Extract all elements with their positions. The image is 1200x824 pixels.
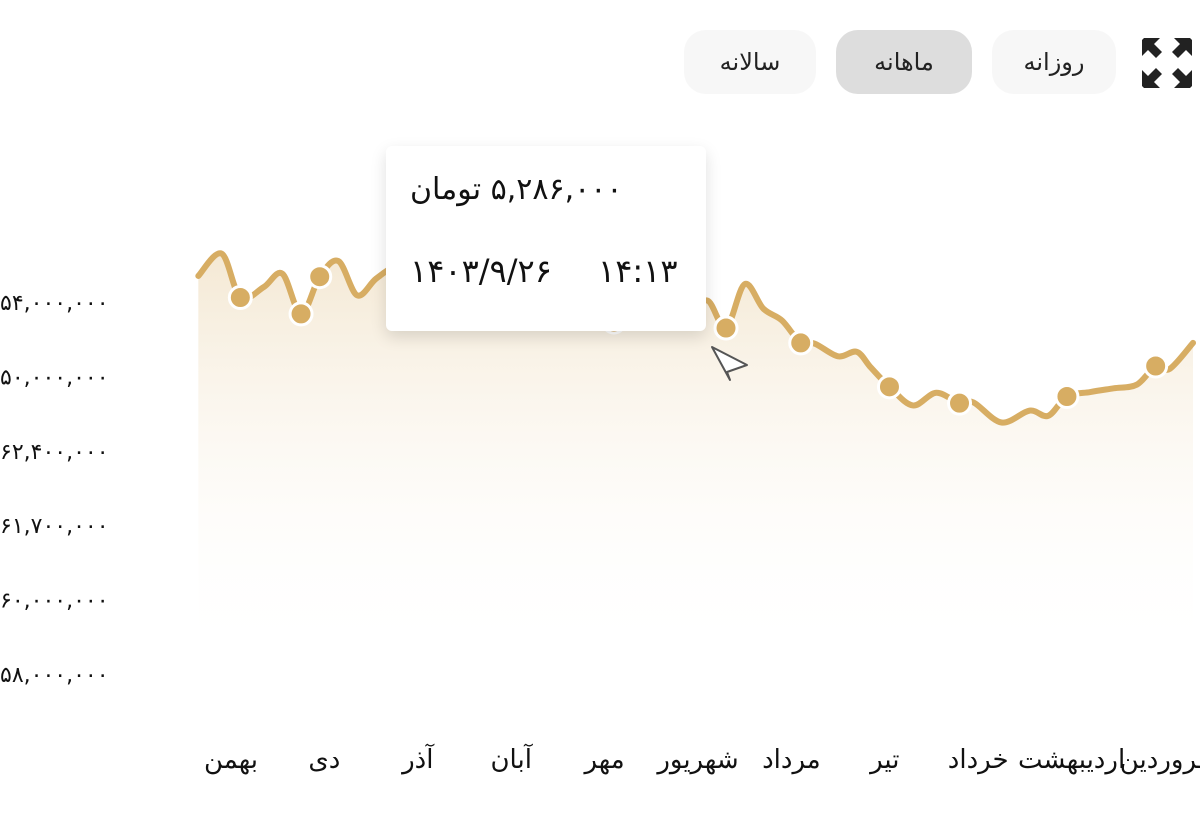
x-tick-label: خرداد <box>948 745 1009 775</box>
y-tick-label: ۶۱,۷۰۰,۰۰۰ <box>0 514 109 539</box>
data-point[interactable] <box>227 285 253 311</box>
x-tick-label: بهمن <box>204 745 258 775</box>
expand-button[interactable] <box>1140 36 1194 90</box>
x-tick-label: شهریور <box>655 745 738 775</box>
x-tick-label: آذر <box>400 743 435 775</box>
y-tick-label: ۶۲,۴۰۰,۰۰۰ <box>0 440 109 465</box>
x-tick-label: مهر <box>582 745 624 775</box>
cursor-pointer-icon <box>711 346 748 381</box>
highlighted-data-point[interactable] <box>713 315 739 341</box>
price-tooltip: ۵,۲۸۶,۰۰۰ تومان ۱۴۰۳/۹/۲۶ ۱۴:۱۳ <box>386 146 706 331</box>
x-axis: فروردیناردیبهشت خرداد تیر مرداد شهریور مهر آبا… <box>204 743 1200 775</box>
x-tick-label: مرداد <box>762 745 821 775</box>
period-daily-button[interactable]: روزانه <box>992 30 1116 94</box>
data-point[interactable] <box>947 390 973 416</box>
data-point[interactable] <box>1143 353 1169 379</box>
y-axis: ۵۴,۰۰۰,۰۰۰ ۵۰,۰۰۰,۰۰۰ ۶۲,۴۰۰,۰۰۰ ۶۱,۷۰۰,۰۰۰… <box>0 291 109 688</box>
toolbar: سالانه ماهانه روزانه <box>0 30 1200 94</box>
period-yearly-button[interactable]: سالانه <box>684 30 816 94</box>
data-point[interactable] <box>876 374 902 400</box>
data-point[interactable] <box>288 301 314 327</box>
tooltip-time: ۱۴:۱۳ <box>598 252 678 290</box>
period-monthly-button[interactable]: ماهانه <box>836 30 972 94</box>
data-point[interactable] <box>307 264 333 290</box>
y-tick-label: ۵۸,۰۰۰,۰۰۰ <box>0 663 109 688</box>
data-point[interactable] <box>1054 383 1080 409</box>
tooltip-price: ۵,۲۸۶,۰۰۰ تومان <box>410 172 623 207</box>
x-tick-label: تیر <box>868 745 899 775</box>
y-tick-label: ۵۴,۰۰۰,۰۰۰ <box>0 291 109 316</box>
expand-icon <box>1142 38 1192 88</box>
series-area <box>198 253 1194 660</box>
x-tick-label: فروردین <box>1120 745 1200 775</box>
x-tick-label: آبان <box>490 743 533 775</box>
y-tick-label: ۶۰,۰۰۰,۰۰۰ <box>0 589 109 614</box>
tooltip-date: ۱۴۰۳/۹/۲۶ <box>410 252 552 290</box>
data-point[interactable] <box>788 330 814 356</box>
x-tick-label: اردیبهشت <box>1018 745 1125 775</box>
y-tick-label: ۵۰,۰۰۰,۰۰۰ <box>0 365 109 390</box>
x-tick-label: دی <box>308 745 340 775</box>
